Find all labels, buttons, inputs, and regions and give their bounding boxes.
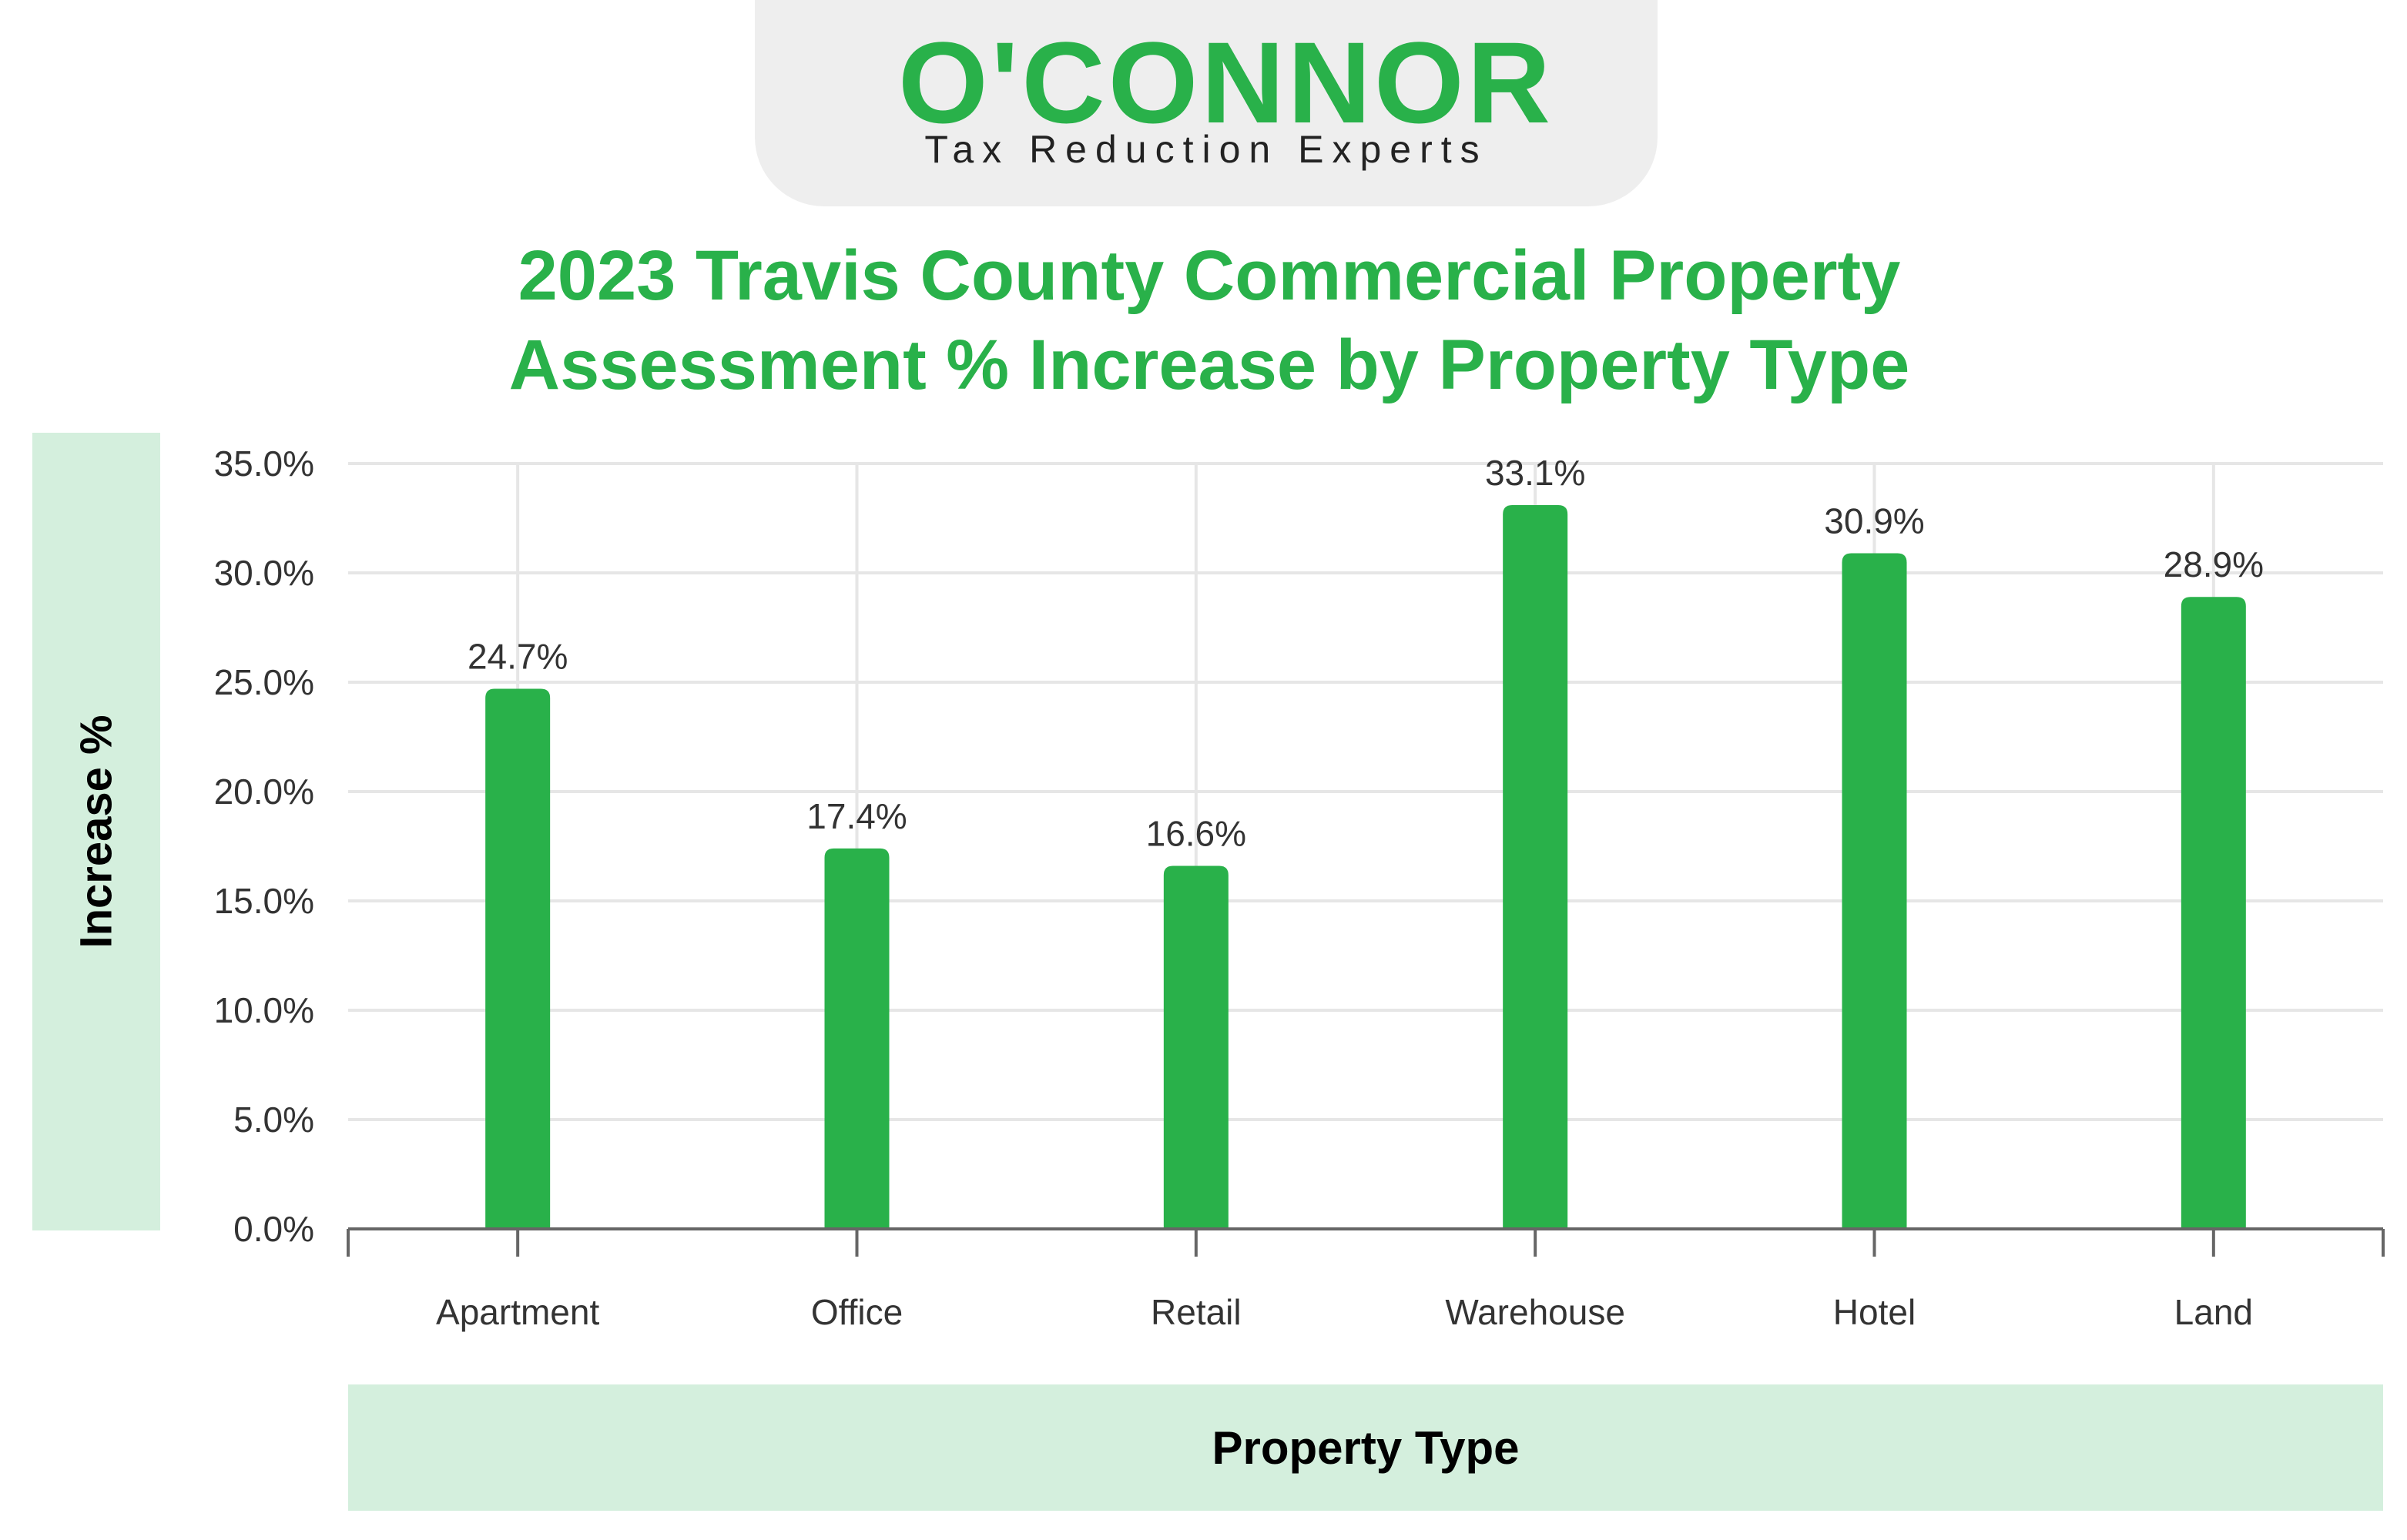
axes — [347, 1227, 2385, 1257]
bar — [824, 848, 890, 1229]
data-label: 30.9% — [1824, 500, 1924, 541]
bar — [1842, 553, 1907, 1229]
y-tick-label: 15.0% — [214, 881, 314, 921]
y-tick-label: 10.0% — [214, 990, 314, 1030]
company-tagline: Tax Reduction Experts — [924, 128, 1488, 171]
data-label: 16.6% — [1146, 814, 1246, 854]
y-axis-label-band — [32, 433, 160, 1230]
y-tick-label: 0.0% — [233, 1209, 314, 1249]
x-tick-label: Hotel — [1833, 1292, 1916, 1332]
company-logo: O'CONNOR — [898, 18, 1554, 147]
bars — [485, 504, 2246, 1229]
data-label: 24.7% — [468, 637, 568, 677]
logo-banner — [755, 0, 1658, 206]
bar — [485, 688, 551, 1229]
x-axis-label-band: Property Type — [348, 1384, 2383, 1511]
x-tick-label: Retail — [1151, 1292, 1242, 1332]
bar — [1503, 504, 1568, 1229]
data-label: 33.1% — [1485, 453, 1585, 493]
x-tick-label: Land — [2174, 1292, 2253, 1332]
labels: 0.0% 5.0% 10.0% 15.0% 20.0% 25.0% 30.0% 35.0% 24… — [214, 444, 2264, 1332]
gridlines — [348, 462, 2383, 1229]
x-tick-label: Office — [811, 1292, 903, 1332]
bar — [1163, 865, 1229, 1229]
x-tick-label: Apartment — [436, 1292, 599, 1332]
x-axis-label: Property Type — [1212, 1421, 1520, 1474]
y-tick-label: 25.0% — [214, 662, 314, 702]
data-label: 28.9% — [2164, 544, 2264, 584]
y-tick-label: 35.0% — [214, 444, 314, 484]
x-tick-label: Warehouse — [1445, 1292, 1625, 1332]
chart-title-line-1: 2023 Travis County Commercial Property — [518, 236, 1901, 315]
y-tick-label: 5.0% — [233, 1100, 314, 1140]
data-label: 17.4% — [806, 796, 907, 836]
bar — [2181, 597, 2246, 1229]
y-tick-label: 30.0% — [214, 553, 314, 593]
y-tick-label: 20.0% — [214, 772, 314, 812]
chart-title-line-2: Assessment % Increase by Property Type — [508, 326, 1910, 404]
chart-title: 2023 Travis County Commercial Property A… — [308, 231, 2110, 410]
